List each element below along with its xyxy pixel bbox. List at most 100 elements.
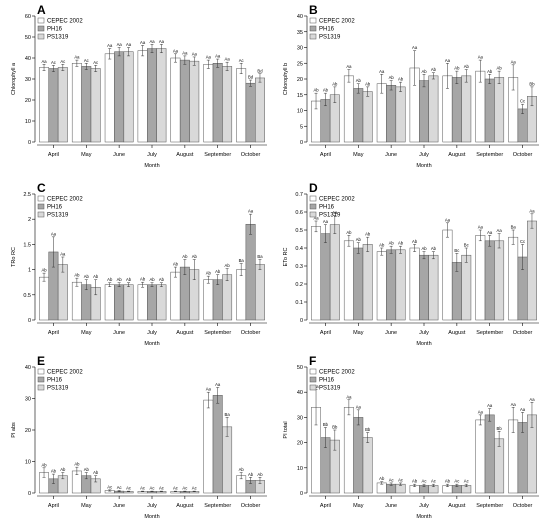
bar-significance-label: Aa <box>346 64 352 69</box>
bar <box>395 86 406 143</box>
bar <box>212 395 223 494</box>
bar-significance-label: Ab <box>74 273 80 278</box>
bar-significance-label: Bb <box>323 422 329 427</box>
y-axis-label: Chlorophyll b <box>283 63 289 95</box>
y-tick-label: 30 <box>25 77 31 83</box>
x-tick-label: September <box>476 330 503 336</box>
bar-significance-label: Aa <box>182 50 188 55</box>
bar-significance-label: Aa <box>206 387 212 392</box>
bar <box>81 284 92 321</box>
y-tick-label: 35 <box>297 30 303 36</box>
y-tick-label: 20 <box>297 441 303 447</box>
y-tick-label: 10 <box>297 466 303 472</box>
bar <box>494 438 505 494</box>
bar-significance-label: Ac <box>431 479 436 484</box>
bar <box>362 437 373 494</box>
bar <box>320 233 331 321</box>
bar-significance-label: Aa <box>140 40 146 45</box>
bar <box>71 63 82 143</box>
bar-significance-label: Aa <box>117 42 123 47</box>
x-tick-label: June <box>385 503 397 509</box>
bar-significance-label: Ab <box>140 277 146 282</box>
legend-swatch <box>309 195 317 202</box>
bar <box>222 274 233 321</box>
x-tick-label: June <box>113 330 125 336</box>
bar <box>189 60 200 143</box>
y-tick-label: 30 <box>297 46 303 52</box>
bar <box>81 66 92 143</box>
x-tick-label: July <box>419 503 429 509</box>
x-tick-label: April <box>48 330 59 336</box>
bar-significance-label: Aa <box>529 397 535 402</box>
bar-significance-label: Ac <box>117 485 122 490</box>
legend-swatch <box>309 17 317 24</box>
y-tick-label: 10 <box>25 119 31 125</box>
x-tick-label: August <box>176 152 194 158</box>
bar <box>255 264 265 321</box>
bar <box>329 224 340 321</box>
x-tick-label: August <box>176 330 194 336</box>
bar <box>484 78 495 143</box>
y-tick-label: 15 <box>297 93 303 99</box>
bar <box>517 422 528 494</box>
y-tick-label: 0 <box>28 140 31 146</box>
legend-swatch <box>37 211 45 218</box>
y-tick-label: 50 <box>25 35 31 41</box>
x-axis-label: Month <box>144 341 159 347</box>
bar <box>343 240 354 321</box>
y-tick-label: 0 <box>300 491 303 497</box>
bar-significance-label: Ab <box>117 277 123 282</box>
legend-swatch <box>309 203 317 210</box>
bar <box>461 254 472 321</box>
x-tick-label: May <box>81 330 92 336</box>
bar-significance-label: Ab <box>41 268 47 273</box>
bar-significance-label: Ac <box>159 486 164 491</box>
legend-swatch <box>37 25 45 32</box>
bar-significance-label: Ab <box>313 88 319 93</box>
legend-entry: PH16 <box>47 378 63 384</box>
x-tick-label: September <box>204 503 231 509</box>
bar-significance-label: Aa <box>529 208 535 213</box>
legend-entry: PH16 <box>47 27 63 33</box>
x-tick-label: August <box>176 503 194 509</box>
bar-significance-label: Ab <box>51 469 57 474</box>
bar <box>179 59 190 143</box>
bar-significance-label: Aa <box>41 59 47 64</box>
bar <box>212 63 223 143</box>
bar <box>48 68 59 143</box>
bar-significance-label: Bb <box>497 426 503 431</box>
x-tick-label: July <box>147 330 157 336</box>
x-tick-label: September <box>204 152 231 158</box>
legend-entry: PS1319 <box>47 386 69 392</box>
bar-significance-label: Ab <box>346 230 352 235</box>
bar <box>362 244 373 321</box>
bar-significance-label: Ab <box>323 88 329 93</box>
x-tick-label: April <box>320 152 331 158</box>
bar-significance-label: Aa <box>51 231 57 236</box>
y-axis-label: PI abs <box>11 422 17 438</box>
bar-significance-label: Aa <box>248 209 254 214</box>
x-tick-label: October <box>241 503 261 509</box>
bar <box>442 229 453 321</box>
bar-significance-label: Ab <box>412 479 418 484</box>
x-tick-label: October <box>241 152 261 158</box>
bar-significance-label: Ac <box>454 479 459 484</box>
bar-significance-label: Aa <box>126 42 132 47</box>
legend-entry: PH16 <box>319 378 335 384</box>
legend-entry: PS1319 <box>319 35 341 41</box>
y-tick-label: 30 <box>297 415 303 421</box>
y-tick-label: 0 <box>28 318 31 324</box>
bar-significance-label: Ab <box>257 472 263 477</box>
bar-significance-label: Aa <box>346 394 352 399</box>
bar <box>147 48 157 143</box>
bar <box>114 284 125 321</box>
bar <box>57 67 68 143</box>
legend-entry: PH16 <box>319 27 335 33</box>
bar <box>179 266 190 321</box>
bar-significance-label: Ab <box>487 69 493 74</box>
y-tick-label: 0 <box>300 140 303 146</box>
